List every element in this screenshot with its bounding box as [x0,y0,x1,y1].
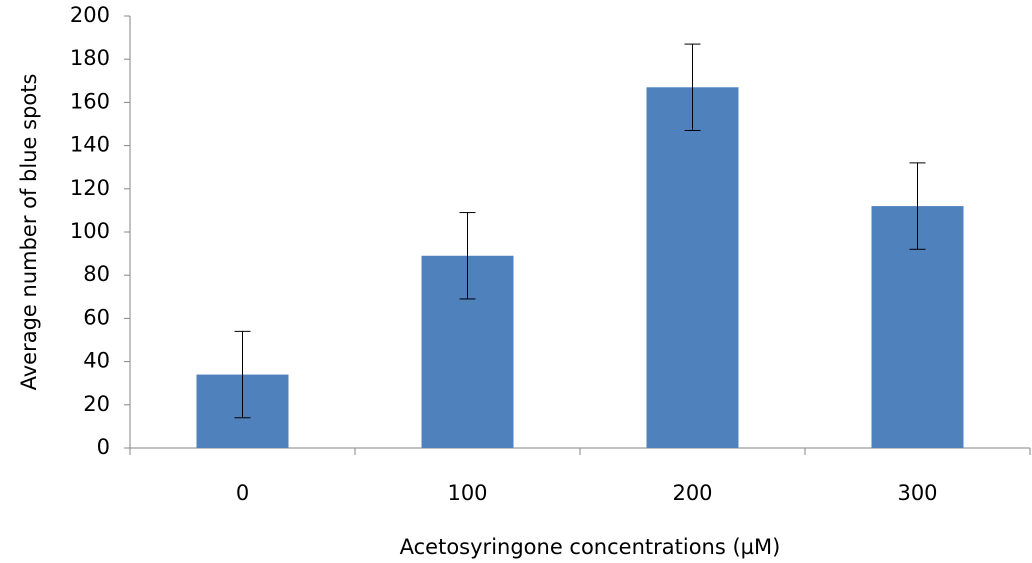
y-axis-label: Average number of blue spots [17,74,41,391]
error-bar [459,212,476,300]
y-tick-label: 80 [83,262,110,286]
y-tick-label: 40 [83,349,110,373]
y-tick-label: 0 [97,435,110,459]
error-bar [234,330,251,419]
error-bar [909,162,926,250]
x-tick-label: 100 [447,481,487,505]
bar [646,87,739,448]
x-axis-label: Acetosyringone concentrations (µM) [400,535,781,559]
y-tick-label: 160 [70,89,110,113]
y-tick-label: 20 [83,392,110,416]
y-tick-label: 120 [70,176,110,200]
x-tick-label: 300 [897,481,937,505]
x-tick-label: 0 [236,481,249,505]
y-tick-label: 140 [70,133,110,157]
error-bar [684,43,701,131]
y-tick-label: 200 [70,3,110,27]
x-tick-label: 200 [672,481,712,505]
y-tick-label: 60 [83,305,110,329]
y-tick-label: 100 [70,219,110,243]
y-tick-label: 180 [70,46,110,70]
